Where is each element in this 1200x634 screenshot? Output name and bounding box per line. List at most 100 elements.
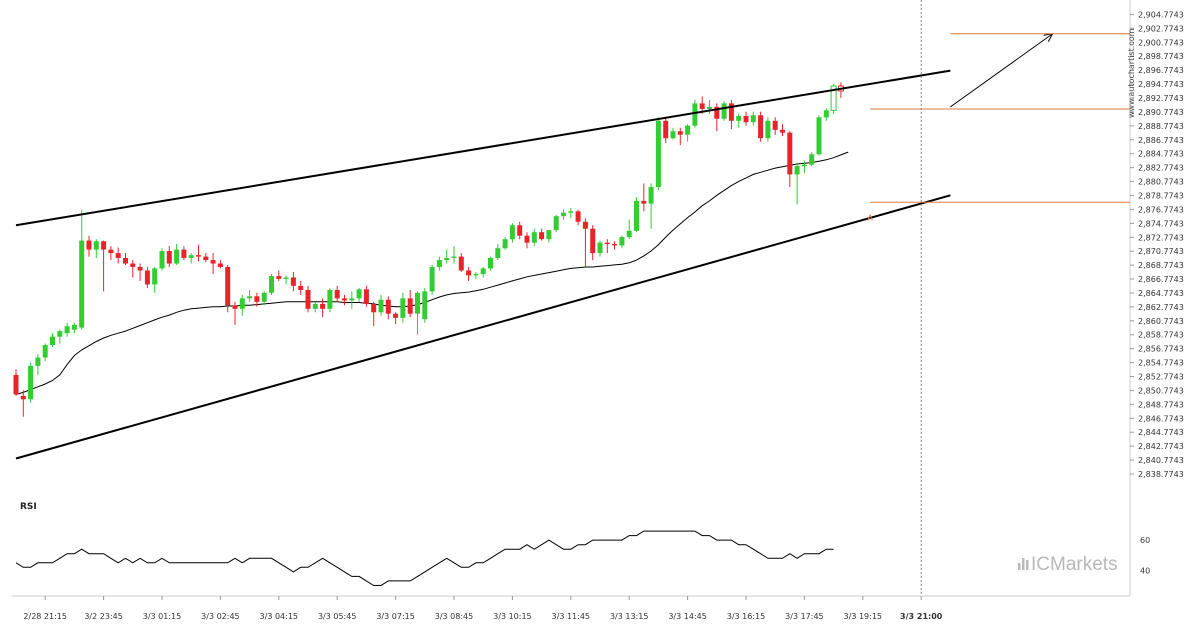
candle <box>28 362 34 403</box>
candle <box>677 127 683 146</box>
candle-body <box>582 221 588 229</box>
candle-body <box>174 249 180 264</box>
candle-body <box>203 256 209 261</box>
rsi-panel: RSI 60 40 <box>15 502 1150 586</box>
candle <box>20 390 26 417</box>
candle-body <box>488 257 493 269</box>
candle-body <box>123 257 128 264</box>
candle <box>750 111 756 126</box>
candle-body <box>612 244 618 246</box>
candle-body <box>590 228 596 254</box>
candle <box>509 223 515 243</box>
candle-body <box>553 216 559 231</box>
candle <box>590 225 596 261</box>
candle <box>385 296 391 320</box>
candle-body <box>261 292 267 302</box>
candle <box>210 253 216 274</box>
candle <box>816 115 822 156</box>
candle-body <box>400 298 406 318</box>
candle-body <box>721 103 727 119</box>
time-tick-label: 3/3 19:15 <box>844 612 882 621</box>
time-tick-label: 3/3 05:45 <box>318 612 356 621</box>
candle-body <box>495 248 501 258</box>
candle <box>13 369 19 396</box>
candle-body <box>283 277 289 279</box>
pattern-point-label: A <box>867 214 873 223</box>
candle <box>225 264 231 313</box>
price-tick-label: 2,882.7743 <box>1138 164 1184 173</box>
price-tick-label: 2,884.7743 <box>1138 150 1184 159</box>
candle-body <box>35 357 41 366</box>
candle-body <box>466 270 472 276</box>
price-tick-label: 2,838.7743 <box>1138 470 1184 479</box>
price-tick-label: 2,844.7743 <box>1138 428 1184 437</box>
candle <box>473 271 479 279</box>
candle <box>809 152 815 167</box>
candle-body <box>254 296 260 302</box>
candle-body <box>415 292 420 314</box>
candle <box>363 285 369 307</box>
candle-body <box>305 290 311 309</box>
candle-body <box>626 230 632 238</box>
brand-text: ICMarkets <box>1031 554 1118 575</box>
candle-body <box>188 255 194 258</box>
candle-body <box>166 251 172 264</box>
price-tick-label: 2,888.7743 <box>1138 122 1184 131</box>
price-tick-label: 2,846.7743 <box>1138 414 1184 423</box>
candle <box>619 235 625 249</box>
candle <box>655 117 661 191</box>
candle-body <box>634 200 639 231</box>
candle <box>247 290 253 302</box>
candle-body <box>758 115 764 139</box>
candle <box>582 218 588 268</box>
candle <box>305 285 311 313</box>
candle-body <box>670 131 676 139</box>
price-tick-label: 2,896.7743 <box>1138 66 1184 75</box>
price-tick-label: 2,860.7743 <box>1138 317 1184 326</box>
candle <box>561 209 566 220</box>
candle <box>57 329 63 344</box>
candle <box>283 275 289 285</box>
candle <box>539 228 545 241</box>
candle <box>743 111 749 126</box>
time-tick-label: 3/3 01:15 <box>143 612 181 621</box>
candle-body <box>765 120 771 139</box>
candle-body <box>217 263 223 268</box>
candle <box>64 322 70 337</box>
time-tick-label: 3/3 16:15 <box>727 612 765 621</box>
candle <box>93 239 99 258</box>
candle-body <box>247 296 253 299</box>
price-axis: 2,904.7743 2,902.7743 2,900.7743 2,898.7743… <box>1130 10 1184 479</box>
candle-body <box>444 257 450 261</box>
candle-body <box>707 106 712 109</box>
time-tick-label: 3/3 08:45 <box>435 612 473 621</box>
candle <box>597 240 603 257</box>
candle <box>531 228 537 247</box>
candle-body <box>210 260 216 264</box>
candle <box>181 246 187 261</box>
candle <box>349 291 355 309</box>
time-tick-label: 3/3 21:00 <box>900 612 943 621</box>
price-tick-label: 2,876.7743 <box>1138 205 1184 214</box>
candle-body <box>42 345 48 358</box>
price-tick-label: 2,840.7743 <box>1138 456 1184 465</box>
candle-body <box>677 131 683 135</box>
candle-body <box>327 290 333 309</box>
candle-body <box>597 242 603 254</box>
price-tick-label: 2,854.7743 <box>1138 359 1184 368</box>
candle-body <box>531 232 537 243</box>
candle <box>553 214 559 233</box>
candle <box>422 287 428 323</box>
candle-body <box>422 291 428 320</box>
candle-body <box>794 166 800 175</box>
candle-body <box>50 336 55 346</box>
candle <box>115 247 121 264</box>
price-tick-label: 2,892.7743 <box>1138 94 1184 103</box>
time-tick-label: 3/3 14:45 <box>668 612 706 621</box>
time-tick-label: 2/28 21:15 <box>23 612 67 621</box>
candle-body <box>239 298 245 309</box>
candle-body <box>378 299 384 313</box>
level-lines-layer: A <box>867 0 1130 596</box>
